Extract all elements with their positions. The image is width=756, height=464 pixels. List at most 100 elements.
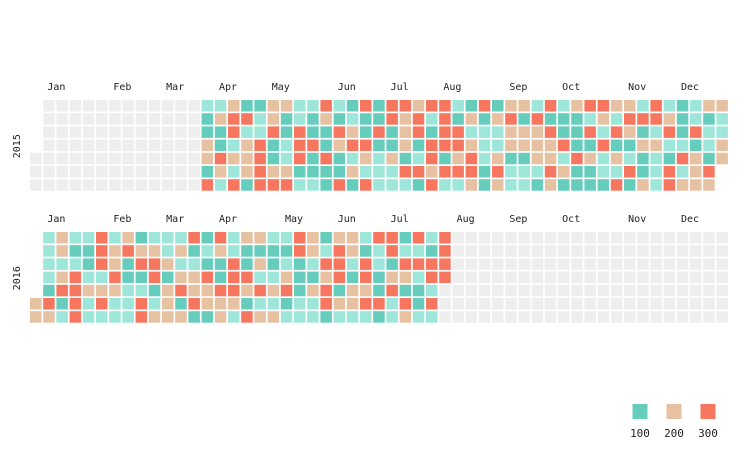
- day-cell: [544, 311, 557, 323]
- day-cell: [307, 232, 319, 244]
- day-cell: [663, 166, 676, 178]
- day-cell: [148, 245, 161, 257]
- day-cell: [82, 166, 95, 178]
- month-label: Apr: [219, 82, 237, 93]
- day-cell: [56, 100, 68, 112]
- day-cell: [597, 179, 610, 191]
- day-cell: [439, 126, 451, 138]
- day-cell: [228, 298, 240, 310]
- day-cell: [426, 179, 438, 191]
- day-cell: [492, 113, 504, 125]
- day-cell: [214, 113, 227, 125]
- day-cell: [439, 258, 451, 270]
- day-cell: [690, 232, 702, 244]
- day-cell: [703, 245, 715, 257]
- day-cell: [492, 179, 504, 191]
- day-cell: [703, 232, 715, 244]
- day-cell: [558, 113, 570, 125]
- day-cell: [96, 258, 108, 270]
- month-label: Dec: [681, 82, 699, 93]
- day-cell: [676, 298, 689, 310]
- day-cell: [386, 298, 398, 310]
- day-cell: [478, 232, 491, 244]
- day-cell: [518, 139, 530, 152]
- day-cell: [175, 258, 187, 270]
- day-cell: [175, 126, 187, 138]
- day-cell: [96, 139, 108, 152]
- day-cell: [109, 126, 121, 138]
- day-cell: [109, 179, 121, 191]
- day-cell: [650, 271, 662, 284]
- day-cell: [399, 179, 412, 191]
- day-cell: [386, 311, 398, 323]
- day-cell: [439, 232, 451, 244]
- day-cell: [478, 284, 491, 297]
- day-cell: [624, 166, 636, 178]
- month-label: Apr: [219, 214, 237, 225]
- day-cell: [69, 139, 82, 152]
- day-cell: [148, 232, 161, 244]
- day-cell: [676, 126, 689, 138]
- day-cell: [96, 126, 108, 138]
- day-cell: [122, 139, 134, 152]
- day-cell: [465, 271, 478, 284]
- day-cell: [558, 126, 570, 138]
- day-cell: [56, 245, 68, 257]
- day-cell: [320, 311, 332, 323]
- day-cell: [492, 232, 504, 244]
- legend-label: 200: [664, 427, 684, 440]
- day-cell: [241, 179, 253, 191]
- day-cell: [56, 113, 68, 125]
- day-cell: [518, 152, 530, 165]
- legend-swatch: [666, 404, 682, 419]
- month-label: Sep: [509, 82, 527, 93]
- month-label: May: [272, 82, 290, 93]
- day-cell: [399, 166, 412, 178]
- day-cell: [267, 284, 280, 297]
- day-cell: [505, 166, 517, 178]
- day-cell: [531, 152, 544, 165]
- day-cell: [43, 258, 55, 270]
- day-cell: [465, 139, 478, 152]
- day-cell: [386, 179, 398, 191]
- day-cell: [478, 152, 491, 165]
- day-cell: [584, 258, 596, 270]
- day-cell: [399, 152, 412, 165]
- day-cell: [360, 126, 372, 138]
- day-cell: [584, 179, 596, 191]
- day-cell: [320, 139, 332, 152]
- day-cell: [122, 311, 134, 323]
- day-cell: [214, 139, 227, 152]
- day-cell: [201, 311, 214, 323]
- day-cell: [584, 284, 596, 297]
- day-cell: [386, 258, 398, 270]
- day-cell: [478, 113, 491, 125]
- day-cell: [452, 311, 464, 323]
- day-cell: [624, 232, 636, 244]
- day-cell: [109, 152, 121, 165]
- day-cell: [386, 100, 398, 112]
- day-cell: [201, 152, 214, 165]
- day-cell: [267, 100, 280, 112]
- day-cell: [386, 126, 398, 138]
- day-cell: [571, 298, 583, 310]
- day-cell: [584, 126, 596, 138]
- day-cell: [30, 166, 42, 178]
- day-cell: [505, 271, 517, 284]
- day-cell: [228, 152, 240, 165]
- day-cell: [109, 113, 121, 125]
- day-cell: [426, 139, 438, 152]
- day-cell: [571, 311, 583, 323]
- day-cell: [82, 311, 95, 323]
- day-cell: [333, 298, 346, 310]
- day-cell: [346, 126, 359, 138]
- day-cell: [610, 152, 623, 165]
- day-cell: [254, 271, 266, 284]
- day-cell: [30, 152, 42, 165]
- day-cell: [96, 232, 108, 244]
- day-cell: [650, 284, 662, 297]
- day-cell: [558, 284, 570, 297]
- day-cell: [96, 152, 108, 165]
- day-cell: [346, 113, 359, 125]
- day-cell: [478, 311, 491, 323]
